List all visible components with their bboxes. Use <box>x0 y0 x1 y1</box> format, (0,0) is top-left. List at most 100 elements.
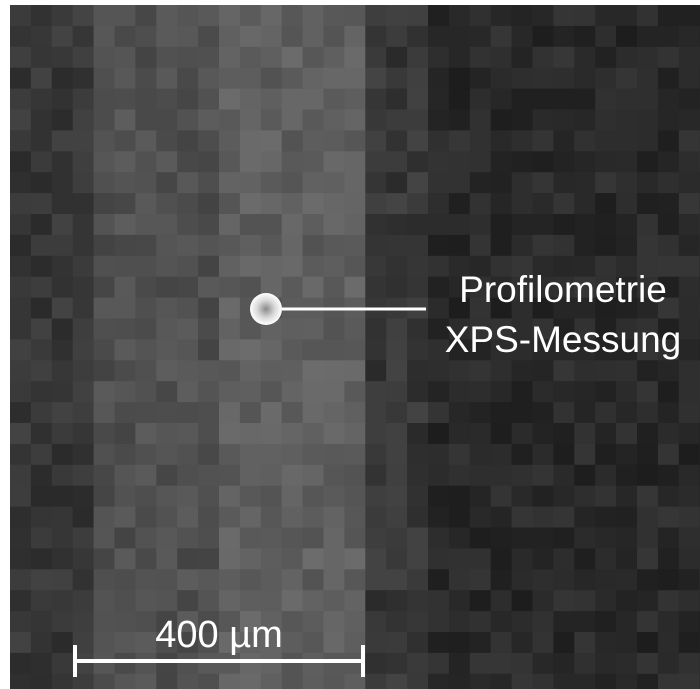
pixel <box>324 423 345 444</box>
pixel <box>261 47 282 68</box>
pixel <box>52 360 73 381</box>
pixel <box>115 298 136 319</box>
pixel <box>135 402 156 423</box>
pixel <box>282 277 303 298</box>
pixel <box>303 151 324 172</box>
pixel <box>637 235 658 256</box>
pixel <box>198 507 219 528</box>
pixel <box>386 277 407 298</box>
pixel <box>344 402 365 423</box>
pixel <box>512 569 533 590</box>
pixel <box>219 89 240 110</box>
pixel <box>52 632 73 653</box>
pixel <box>491 590 512 611</box>
pixel <box>303 402 324 423</box>
pixel <box>73 214 94 235</box>
pixel <box>198 110 219 131</box>
pixel <box>449 26 470 47</box>
pixel <box>449 674 470 689</box>
pixel <box>94 653 115 674</box>
pixel <box>491 486 512 507</box>
pixel <box>198 528 219 549</box>
pixel <box>616 486 637 507</box>
pixel <box>10 172 31 193</box>
pixel <box>553 486 574 507</box>
pixel <box>52 569 73 590</box>
pixel <box>94 507 115 528</box>
pixel <box>365 674 386 689</box>
pixel <box>94 465 115 486</box>
pixel <box>637 528 658 549</box>
pixel <box>491 381 512 402</box>
pixel <box>198 402 219 423</box>
pixel <box>261 339 282 360</box>
pixel <box>135 486 156 507</box>
pixel <box>156 444 177 465</box>
pixel <box>470 674 491 689</box>
pixel <box>240 151 261 172</box>
pixel <box>324 5 345 26</box>
pixel <box>574 26 595 47</box>
pixel <box>52 68 73 89</box>
pixel <box>407 319 428 340</box>
pixel <box>261 5 282 26</box>
pixel <box>115 423 136 444</box>
pixel <box>428 507 449 528</box>
pixel <box>303 339 324 360</box>
pixel <box>386 110 407 131</box>
pixel <box>553 68 574 89</box>
pixel <box>156 319 177 340</box>
pixel <box>282 360 303 381</box>
pixel <box>679 5 700 26</box>
pixel <box>574 360 595 381</box>
pixel <box>491 444 512 465</box>
pixel <box>219 465 240 486</box>
pixel <box>512 89 533 110</box>
pixel <box>10 632 31 653</box>
pixel <box>553 89 574 110</box>
pixel <box>386 193 407 214</box>
pixel <box>282 611 303 632</box>
pixel <box>240 360 261 381</box>
pixel <box>240 193 261 214</box>
pixel <box>386 214 407 235</box>
pixel <box>177 402 198 423</box>
pixel <box>553 172 574 193</box>
pixel <box>428 590 449 611</box>
pixel <box>679 590 700 611</box>
pixel <box>679 339 700 360</box>
pixel <box>52 193 73 214</box>
pixel <box>31 193 52 214</box>
pixel <box>658 507 679 528</box>
pixel <box>574 674 595 689</box>
pixel <box>135 444 156 465</box>
pixel <box>10 256 31 277</box>
pixel <box>428 528 449 549</box>
pixel <box>470 528 491 549</box>
pixel <box>115 465 136 486</box>
pixel <box>365 507 386 528</box>
pixel <box>261 256 282 277</box>
pixel <box>115 674 136 689</box>
pixel <box>470 402 491 423</box>
pixel <box>10 339 31 360</box>
pixel <box>198 465 219 486</box>
pixel <box>512 548 533 569</box>
pixel <box>553 548 574 569</box>
pixel <box>616 590 637 611</box>
pixel <box>31 110 52 131</box>
pixel <box>365 360 386 381</box>
pixel <box>449 381 470 402</box>
pixel <box>73 569 94 590</box>
pixel <box>407 611 428 632</box>
pixel <box>198 277 219 298</box>
pixel <box>240 89 261 110</box>
pixel <box>533 68 554 89</box>
pixel <box>595 402 616 423</box>
pixel <box>219 298 240 319</box>
pixel <box>616 89 637 110</box>
pixel <box>595 653 616 674</box>
pixel <box>115 256 136 277</box>
pixel <box>73 68 94 89</box>
pixel <box>219 402 240 423</box>
